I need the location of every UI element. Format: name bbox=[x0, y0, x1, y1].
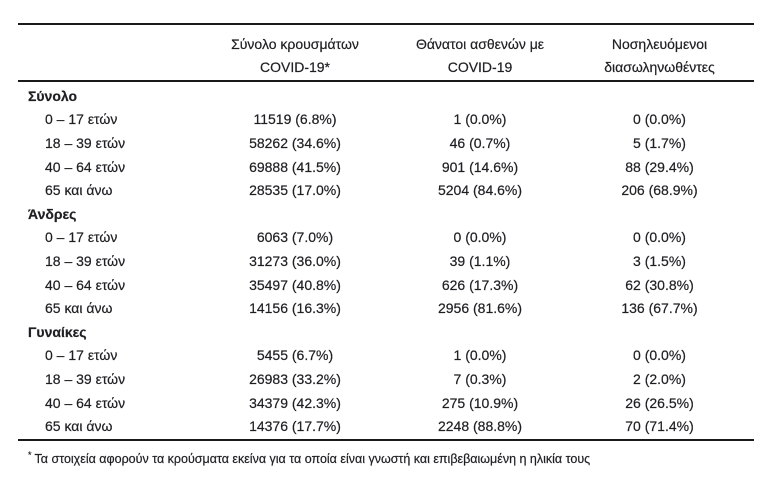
age-group-label: 18 – 39 ετών bbox=[45, 252, 126, 269]
intubated-value: 88 (29.4%) bbox=[625, 158, 694, 175]
age-group-label: 40 – 64 ετών bbox=[45, 276, 126, 293]
age-group-label: 40 – 64 ετών bbox=[45, 158, 126, 175]
age-group-label: 0 – 17 ετών bbox=[45, 111, 118, 128]
cases-value: 34379 (42.3%) bbox=[249, 394, 341, 411]
intubated-value: 0 (0.0%) bbox=[633, 229, 686, 246]
table-top-rule bbox=[18, 23, 754, 25]
table-row: 40 – 64 ετών 69888 (41.5%) 901 (14.6%) 8… bbox=[18, 155, 754, 179]
header-total-cases-line2: COVID-19* bbox=[259, 58, 331, 75]
deaths-value: 5204 (84.6%) bbox=[437, 182, 523, 199]
cases-value: 6063 (7.0%) bbox=[256, 229, 334, 246]
deaths-value: 275 (10.9%) bbox=[441, 394, 519, 411]
age-group-label: 18 – 39 ετών bbox=[45, 134, 126, 151]
footnote-asterisk: * bbox=[28, 450, 32, 460]
cases-value: 31273 (36.0%) bbox=[249, 252, 341, 269]
table-row: 18 – 39 ετών 26983 (33.2%) 7 (0.3%) 2 (2… bbox=[18, 367, 754, 391]
cases-value: 14156 (16.3%) bbox=[249, 300, 341, 317]
intubated-value: 206 (68.9%) bbox=[621, 182, 698, 199]
table-header-row: Σύνολο κρουσμάτων COVID-19* Θάνατοι ασθε… bbox=[18, 33, 754, 78]
intubated-value: 5 (1.7%) bbox=[633, 134, 686, 151]
header-total-cases-line1: Σύνολο κρουσμάτων bbox=[231, 36, 359, 52]
footnote-text: Τα στοιχεία αφορούν τα κρούσματα εκείνα … bbox=[34, 452, 591, 467]
age-group-label: 40 – 64 ετών bbox=[45, 394, 126, 411]
intubated-value: 0 (0.0%) bbox=[633, 347, 686, 364]
header-deaths: Θάνατοι ασθενών με COVID-19 bbox=[395, 33, 565, 78]
intubated-value: 62 (30.8%) bbox=[625, 276, 694, 293]
deaths-value: 2248 (88.8%) bbox=[437, 418, 523, 435]
table-header-rule bbox=[18, 80, 754, 82]
age-group-label: 65 και άνω bbox=[45, 418, 113, 435]
age-group-label: 0 – 17 ετών bbox=[45, 229, 118, 246]
section-row-total: Σύνολο bbox=[18, 84, 754, 108]
age-group-label: 65 και άνω bbox=[45, 182, 113, 199]
deaths-value: 7 (0.3%) bbox=[453, 370, 507, 387]
age-group-label: 18 – 39 ετών bbox=[45, 370, 126, 387]
cases-value: 14376 (17.7%) bbox=[249, 418, 341, 435]
intubated-value: 3 (1.5%) bbox=[633, 252, 686, 269]
section-label: Σύνολο bbox=[28, 87, 78, 104]
deaths-value: 46 (0.7%) bbox=[449, 134, 511, 151]
table-row: 18 – 39 ετών 58262 (34.6%) 46 (0.7%) 5 (… bbox=[18, 131, 754, 155]
intubated-value: 2 (2.0%) bbox=[633, 370, 686, 387]
age-group-label: 0 – 17 ετών bbox=[45, 347, 118, 364]
header-deaths-line1: Θάνατοι ασθενών με bbox=[415, 36, 545, 52]
section-label: Γυναίκες bbox=[28, 323, 87, 340]
header-total-cases: Σύνολο κρουσμάτων COVID-19* bbox=[195, 33, 395, 78]
table-row: 65 και άνω 28535 (17.0%) 5204 (84.6%) 20… bbox=[18, 178, 754, 202]
section-row-women: Γυναίκες bbox=[18, 320, 754, 344]
header-intubated-line1: Νοσηλευόμενοι bbox=[611, 36, 708, 52]
deaths-value: 901 (14.6%) bbox=[441, 158, 519, 175]
table-row: 0 – 17 ετών 11519 (6.8%) 1 (0.0%) 0 (0.0… bbox=[18, 108, 754, 132]
cases-value: 35497 (40.8%) bbox=[249, 276, 341, 293]
table-row: 65 και άνω 14376 (17.7%) 2248 (88.8%) 70… bbox=[18, 414, 754, 438]
cases-value: 58262 (34.6%) bbox=[249, 134, 341, 151]
cases-value: 5455 (6.7%) bbox=[256, 347, 334, 364]
footnote: * Τα στοιχεία αφορούν τα κρούσματα εκείνα… bbox=[18, 447, 754, 468]
header-intubated: Νοσηλευόμενοι διασωληνωθέντες bbox=[565, 33, 754, 78]
deaths-value: 39 (1.1%) bbox=[449, 252, 511, 269]
deaths-value: 626 (17.3%) bbox=[441, 276, 519, 293]
cases-value: 11519 (6.8%) bbox=[253, 111, 337, 128]
cases-value: 26983 (33.2%) bbox=[249, 370, 341, 387]
table-bottom-rule bbox=[18, 439, 754, 441]
table-row: 18 – 39 ετών 31273 (36.0%) 39 (1.1%) 3 (… bbox=[18, 249, 754, 273]
age-group-label: 65 και άνω bbox=[45, 300, 113, 317]
intubated-value: 26 (26.5%) bbox=[625, 394, 694, 411]
table-row: 40 – 64 ετών 35497 (40.8%) 626 (17.3%) 6… bbox=[18, 273, 754, 297]
intubated-value: 70 (71.4%) bbox=[625, 418, 694, 435]
header-intubated-line2: διασωληνωθέντες bbox=[604, 58, 715, 75]
deaths-value: 1 (0.0%) bbox=[453, 111, 507, 128]
cases-value: 69888 (41.5%) bbox=[249, 158, 341, 175]
table-row: 0 – 17 ετών 5455 (6.7%) 1 (0.0%) 0 (0.0%… bbox=[18, 344, 754, 368]
header-deaths-line2: COVID-19 bbox=[447, 58, 513, 75]
deaths-value: 0 (0.0%) bbox=[453, 229, 507, 246]
section-row-men: Άνδρες bbox=[18, 202, 754, 226]
table-row: 65 και άνω 14156 (16.3%) 2956 (81.6%) 13… bbox=[18, 296, 754, 320]
table-row: 40 – 64 ετών 34379 (42.3%) 275 (10.9%) 2… bbox=[18, 391, 754, 415]
intubated-value: 0 (0.0%) bbox=[633, 111, 686, 128]
cases-value: 28535 (17.0%) bbox=[249, 182, 341, 199]
deaths-value: 2956 (81.6%) bbox=[437, 300, 523, 317]
deaths-value: 1 (0.0%) bbox=[453, 347, 507, 364]
intubated-value: 136 (67.7%) bbox=[621, 300, 698, 317]
section-label: Άνδρες bbox=[28, 205, 77, 222]
table-body: Σύνολο 0 – 17 ετών 11519 (6.8%) 1 (0.0%)… bbox=[18, 84, 754, 438]
table-row: 0 – 17 ετών 6063 (7.0%) 0 (0.0%) 0 (0.0%… bbox=[18, 226, 754, 250]
